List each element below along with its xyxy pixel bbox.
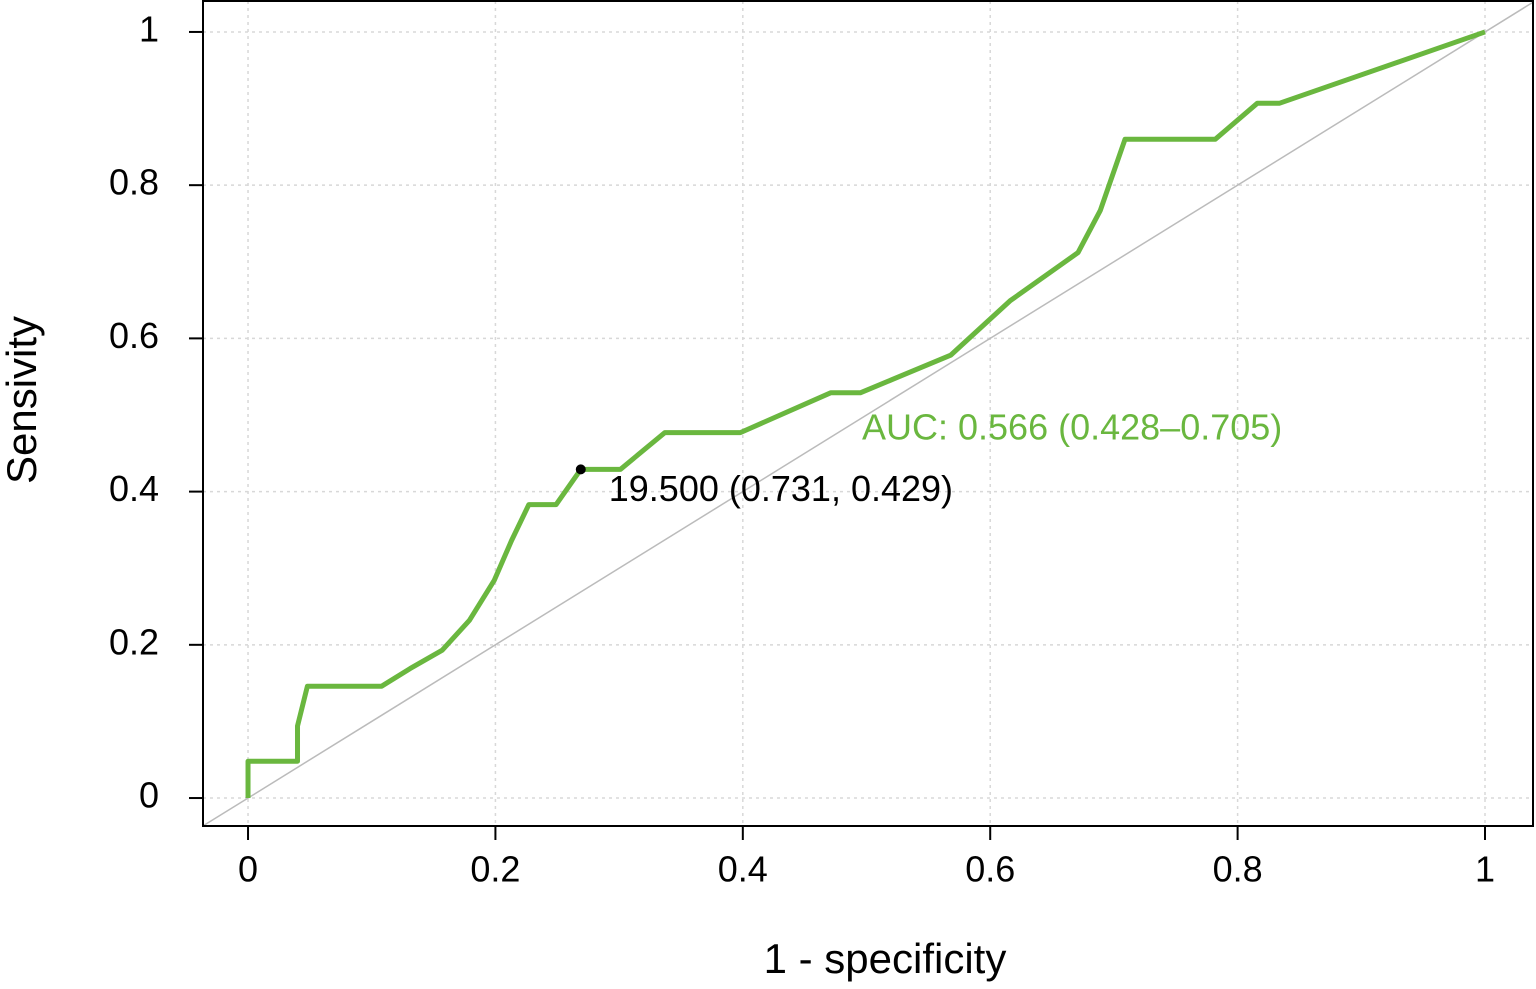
plot-frame [202, 0, 1534, 827]
y-tick-label: 0.2 [109, 621, 159, 662]
y-tick-label: 0.4 [109, 468, 159, 509]
y-tick-label: 0.6 [109, 315, 159, 356]
y-tick-label: 1 [139, 8, 159, 49]
reference-line [202, 1, 1534, 827]
auc-label: AUC: 0.566 (0.428–0.705) [862, 407, 1282, 448]
x-tick-label: 0.8 [1213, 849, 1263, 890]
x-tick-label: 1 [1475, 849, 1495, 890]
x-tick-label: 0 [238, 849, 258, 890]
y-tick-label: 0 [139, 775, 159, 816]
y-axis-label: Sensivity [0, 316, 45, 484]
x-axis-label: 1 - specificity [764, 935, 1007, 982]
y-tick-label: 0.8 [109, 162, 159, 203]
x-tick-label: 0.6 [965, 849, 1015, 890]
cutoff-point [575, 464, 586, 475]
roc-curve [245, 29, 1486, 799]
x-tick-label: 0.2 [470, 849, 520, 890]
cutoff-label: 19.500 (0.731, 0.429) [609, 468, 953, 509]
x-tick-label: 0.4 [718, 849, 768, 890]
